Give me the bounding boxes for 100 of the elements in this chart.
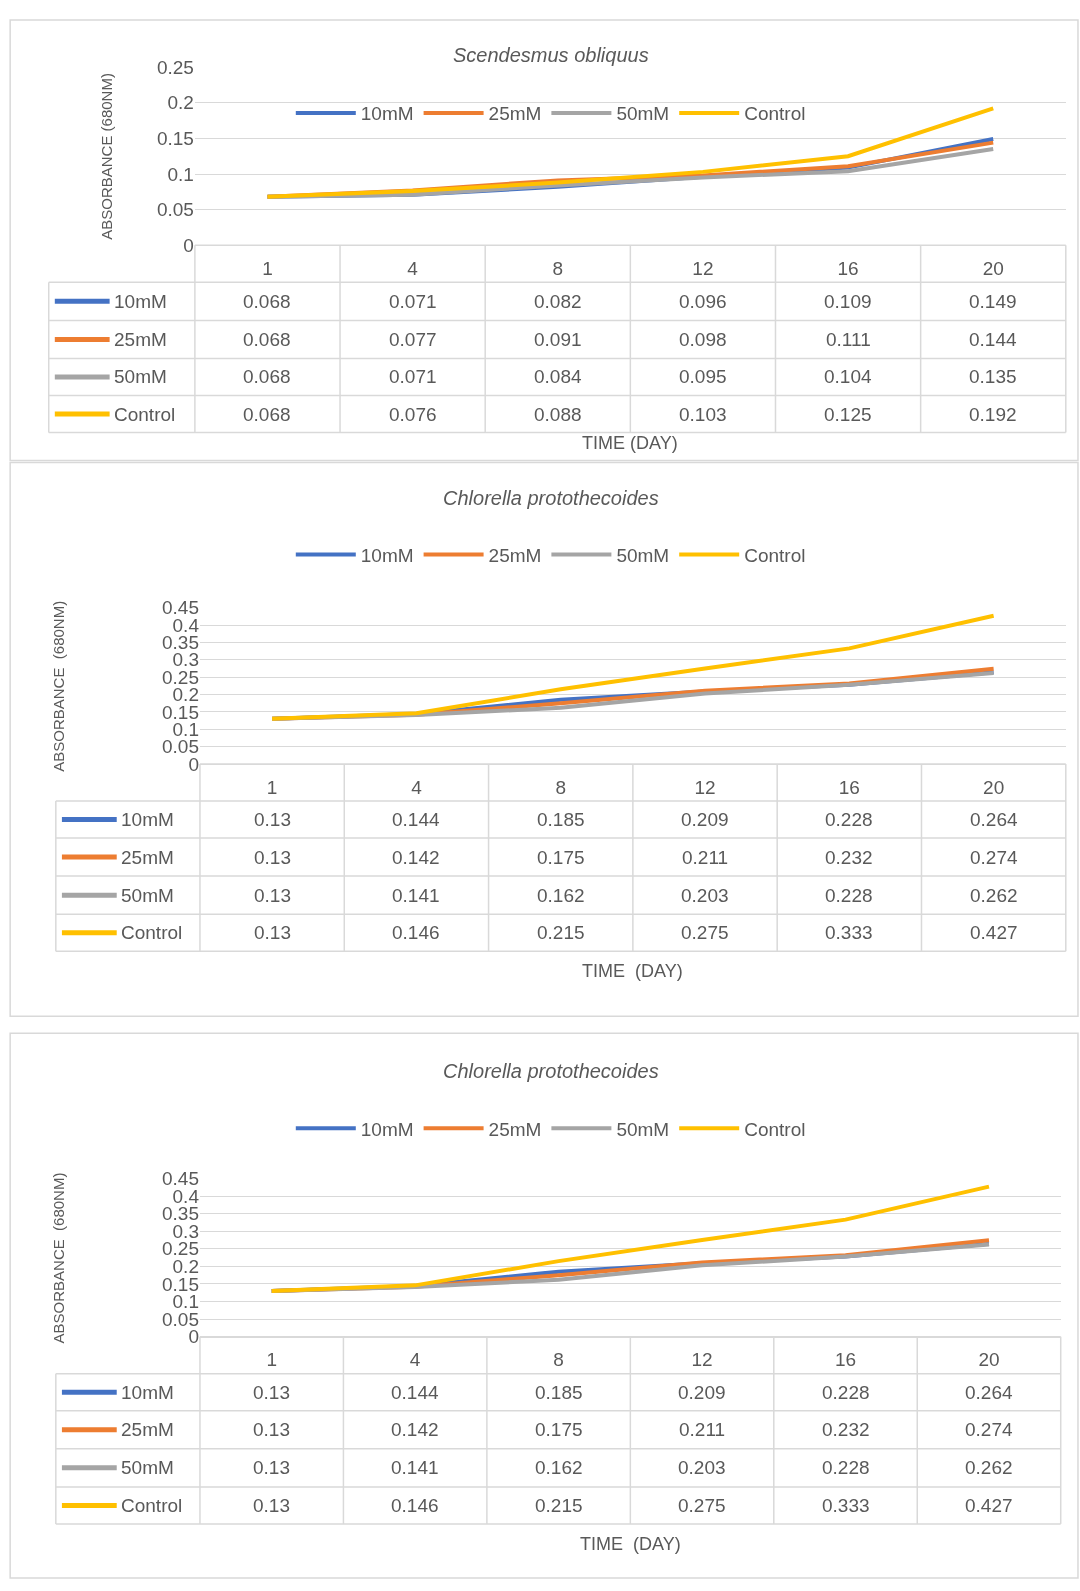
data-label: 0.203 [681,885,729,906]
x-tick-label: 16 [838,776,860,798]
y-axis-title: ABSORBANCE (680NM) [50,600,68,772]
x-tick-label: 1 [266,776,278,798]
data-label: 0.144 [392,809,440,830]
data-label: 0.232 [825,847,873,868]
y-tick-label: 0.2 [167,92,194,114]
text: 25mM [114,329,167,350]
data-label: 0.144 [969,329,1017,350]
data-label: 0.149 [969,291,1017,312]
text: 25mM [121,847,174,868]
data-label: 0.146 [391,1495,439,1516]
data-label: 0.333 [825,922,873,943]
x-tick-label: 1 [262,258,273,280]
data-label: 0.185 [535,1382,583,1403]
data-label: 0.162 [537,885,585,906]
x-tick-label: 16 [834,1349,857,1371]
x-tick-label: 4 [411,776,423,798]
y-tick-label: 0.05 [156,199,194,221]
data-label: 0.142 [392,847,440,868]
data-label: 0.228 [825,885,873,906]
data-label: 0.141 [391,1457,439,1478]
data-label: 0.13 [253,1495,290,1516]
x-tick-label: 20 [982,258,1004,280]
y-tick-label: 0.15 [156,128,194,150]
text: 10mM [114,291,167,312]
y-tick-label: 0 [183,234,194,256]
x-tick-label: 20 [983,776,1005,798]
data-label: 0.077 [389,329,437,350]
x-axis-title: TIME (DAY) [582,433,678,453]
data-label: 0.175 [537,847,585,868]
x-tick-label: 1 [266,1349,277,1371]
data-label: 0.071 [389,366,437,387]
data-label: 0.104 [824,366,872,387]
data-label: 0.103 [679,404,727,425]
x-tick-label: 20 [978,1349,1000,1371]
text: Control [114,404,176,425]
x-axis-title: TIME (DAY) [580,1534,681,1554]
data-label: 0.232 [822,1419,870,1440]
x-tick-label: 16 [837,258,859,280]
data-label: 0.144 [391,1382,439,1403]
data-label: 0.068 [243,291,291,312]
data-label: 0.333 [822,1495,870,1516]
data-label: 0.095 [679,366,727,387]
line-series [270,613,996,721]
data-label: 0.082 [534,291,582,312]
data-label: 0.13 [254,885,291,906]
legend-label: 10mM [360,544,414,566]
data-label: 0.228 [822,1382,870,1403]
data-label: 0.068 [243,329,291,350]
data-label: 0.109 [824,291,872,312]
legend-label: 25mM [488,1118,542,1140]
legend-label: 10mM [360,1118,414,1140]
data-label: 0.262 [970,885,1018,906]
data-label: 0.175 [535,1419,583,1440]
data-label: 0.141 [392,885,440,906]
data-label: 0.185 [537,809,585,830]
y-tick-label: 0.25 [156,56,194,78]
data-label: 0.274 [965,1419,1013,1440]
x-tick-label: 8 [552,258,564,280]
legend-label: Control [744,1118,806,1140]
x-axis-title: TIME (DAY) [582,961,683,981]
data-label: 0.228 [822,1457,870,1478]
data-label: 0.215 [537,922,585,943]
text: Control [121,1495,183,1516]
data-label: 0.209 [681,809,729,830]
data-label: 0.142 [391,1419,439,1440]
data-label: 0.13 [254,847,291,868]
legend-label: 50mM [616,103,670,125]
data-label: 0.084 [534,366,582,387]
data-label: 0.264 [970,809,1018,830]
data-label: 0.068 [243,404,291,425]
data-label: 0.125 [824,404,872,425]
data-label: 0.135 [969,366,1017,387]
legend-label: Control [744,544,806,566]
text: 10mM [121,809,174,830]
data-label: 0.068 [243,366,291,387]
line-series [269,1184,991,1293]
x-tick-label: 12 [694,776,716,798]
data-label: 0.215 [535,1495,583,1516]
data-label: 0.088 [534,404,582,425]
data-label: 0.211 [679,1419,726,1440]
data-label: 0.262 [965,1457,1013,1478]
data-label: 0.275 [678,1495,726,1516]
data-label: 0.13 [254,809,291,830]
line-series [265,106,996,199]
text: 10mM [121,1382,174,1403]
text: 50mM [121,1457,174,1478]
data-label: 0.203 [678,1457,726,1478]
data-label: 0.13 [253,1382,290,1403]
legend-label: 25mM [488,103,542,125]
text: 25mM [121,1419,174,1440]
x-tick-label: 12 [691,1349,713,1371]
text: Control [121,922,183,943]
data-label: 0.162 [535,1457,583,1478]
legend-label: 10mM [360,103,414,125]
data-label: 0.13 [254,922,291,943]
data-label: 0.275 [681,922,729,943]
x-tick-label: 8 [555,776,567,798]
chart-title: Chlorella protothecoides [443,487,659,509]
